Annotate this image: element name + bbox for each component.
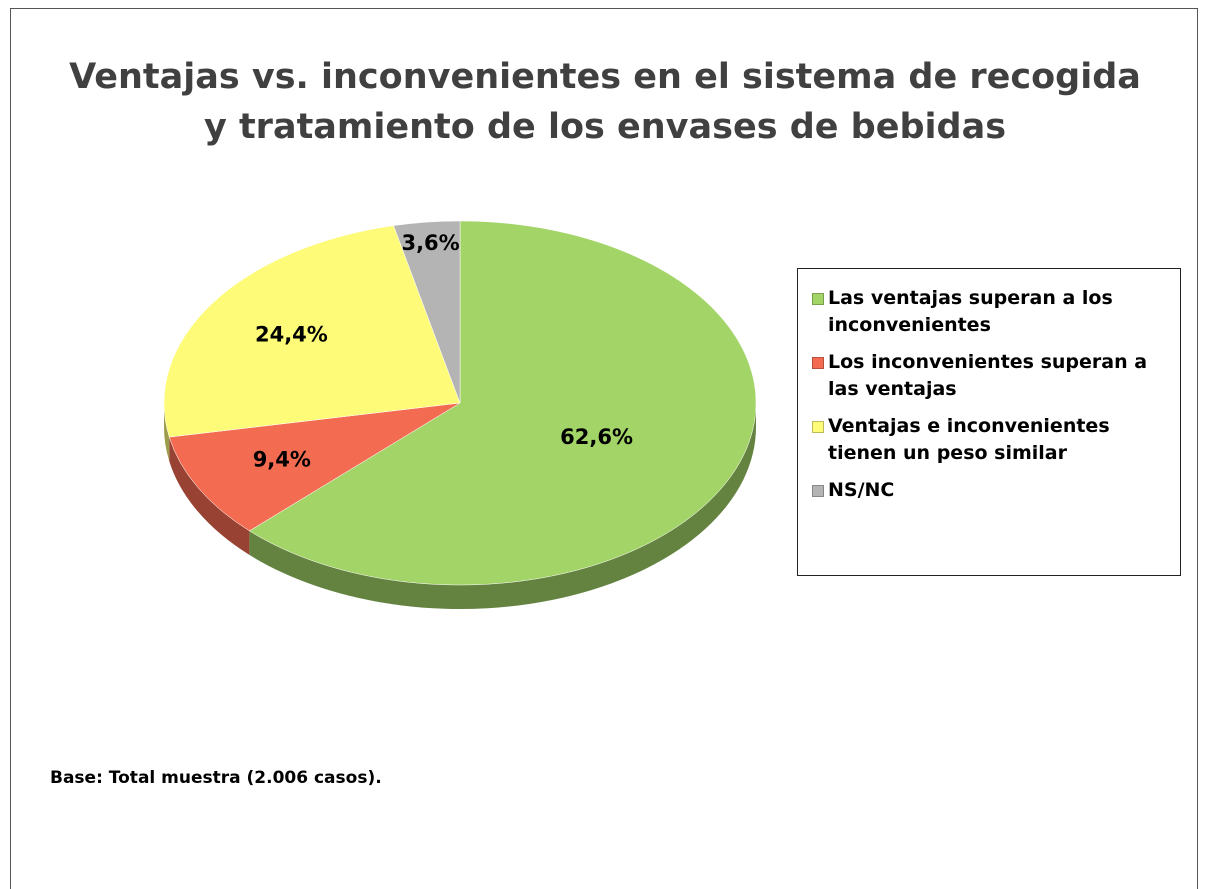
legend-item: Las ventajas superan a los inconveniente… bbox=[812, 285, 1170, 339]
slice-side bbox=[249, 403, 756, 610]
slice bbox=[393, 220, 461, 404]
legend-swatch bbox=[812, 421, 824, 433]
legend-label: Los inconvenientes superan a las ventaja… bbox=[828, 351, 1148, 400]
legend-item: Los inconvenientes superan a las ventaja… bbox=[812, 349, 1170, 403]
legend-swatch bbox=[812, 357, 824, 369]
slice bbox=[168, 402, 461, 532]
slice-side bbox=[169, 437, 250, 555]
legend: Las ventajas superan a los inconveniente… bbox=[797, 268, 1181, 576]
data-label: 24,4% bbox=[255, 322, 328, 346]
data-label: 9,4% bbox=[253, 448, 311, 472]
footnote: Base: Total muestra (2.006 casos). bbox=[50, 768, 382, 788]
data-label: 3,6% bbox=[401, 231, 459, 255]
slice bbox=[163, 225, 461, 438]
legend-swatch bbox=[812, 293, 824, 305]
legend-label: NS/NC bbox=[828, 479, 895, 501]
chart-frame bbox=[10, 8, 1198, 889]
data-label: 62,6% bbox=[560, 425, 633, 449]
legend-label: Ventajas e inconvenientes tienen un peso… bbox=[828, 415, 1110, 464]
legend-label: Las ventajas superan a los inconveniente… bbox=[828, 287, 1113, 336]
slice-side bbox=[164, 403, 170, 462]
legend-item: Ventajas e inconvenientes tienen un peso… bbox=[812, 413, 1170, 467]
legend-item: NS/NC bbox=[812, 477, 1170, 504]
slice bbox=[248, 220, 757, 586]
legend-swatch bbox=[812, 485, 824, 497]
chart-title: Ventajas vs. inconvenientes en el sistem… bbox=[69, 57, 1141, 147]
